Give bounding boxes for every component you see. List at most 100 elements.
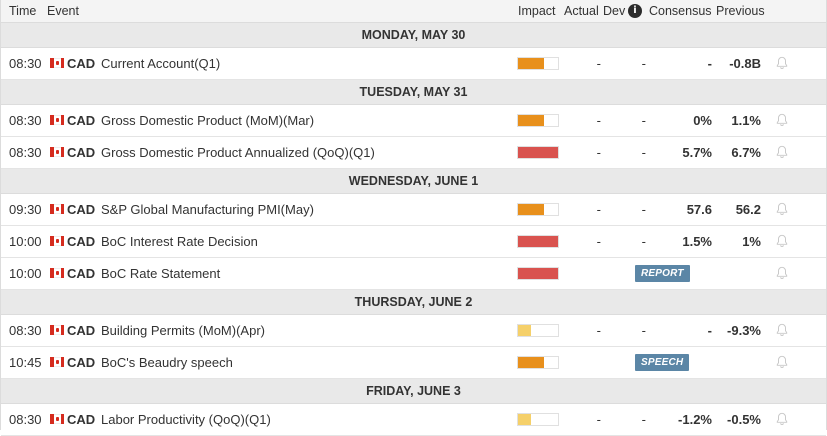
event-time: 10:00 xyxy=(9,234,42,249)
previous-value: -0.8B xyxy=(729,56,761,71)
canada-flag-icon xyxy=(50,268,64,278)
event-time: 08:30 xyxy=(9,113,42,128)
previous-value: 1% xyxy=(742,234,761,249)
impact-fill xyxy=(518,325,532,336)
canada-flag-icon xyxy=(50,204,64,214)
impact-fill xyxy=(518,357,545,368)
consensus-value: -1.2% xyxy=(678,412,712,427)
event-currency: CAD xyxy=(67,412,96,427)
event-name[interactable]: BoC Interest Rate Decision xyxy=(101,234,258,249)
event-name[interactable]: Gross Domestic Product (MoM)(Mar) xyxy=(101,113,315,128)
table-row[interactable]: 08:30 CAD Current Account(Q1) - - - -0.8B xyxy=(1,48,826,80)
event-name[interactable]: Gross Domestic Product Annualized (QoQ)(… xyxy=(101,145,375,160)
impact-indicator xyxy=(517,146,559,159)
table-row[interactable]: 10:00 CAD BoC Interest Rate Decision - - 1.5%… xyxy=(1,226,826,258)
day-header: THURSDAY, JUNE 2 xyxy=(1,290,826,315)
header-consensus: Consensus xyxy=(649,4,712,18)
consensus-value: 57.6 xyxy=(686,202,712,217)
impact-indicator xyxy=(517,235,559,248)
event-currency: CAD xyxy=(67,113,96,128)
actual-value: - xyxy=(596,113,601,128)
impact-indicator xyxy=(517,413,559,426)
event-name[interactable]: S&P Global Manufacturing PMI(May) xyxy=(101,202,314,217)
table-row[interactable]: 09:30 CAD S&P Global Manufacturing PMI(May… xyxy=(1,194,826,226)
event-currency: CAD xyxy=(67,266,96,281)
bell-icon[interactable] xyxy=(775,145,789,159)
canada-flag-icon xyxy=(50,58,64,68)
canada-flag-icon xyxy=(50,357,64,367)
calendar-body: MONDAY, MAY 30 08:30 CAD Current Account(Q1… xyxy=(1,23,826,436)
event-time: 08:30 xyxy=(9,323,42,338)
canada-flag-icon xyxy=(50,325,64,335)
actual-value: - xyxy=(596,145,601,160)
previous-value: -9.3% xyxy=(727,323,761,338)
table-row[interactable]: 08:30 CAD Gross Domestic Product (MoM)(Mar… xyxy=(1,105,826,137)
event-currency: CAD xyxy=(67,234,96,249)
bell-icon[interactable] xyxy=(775,412,789,426)
impact-indicator xyxy=(517,324,559,337)
deviation-value: - xyxy=(641,234,646,249)
consensus-value: - xyxy=(707,56,712,71)
impact-indicator xyxy=(517,114,559,127)
impact-fill xyxy=(518,204,545,215)
event-currency: CAD xyxy=(67,202,96,217)
event-time: 08:30 xyxy=(9,145,42,160)
canada-flag-icon xyxy=(50,414,64,424)
header-dev: Dev xyxy=(603,4,626,18)
event-time: 08:30 xyxy=(9,56,42,71)
deviation-value: - xyxy=(641,56,646,71)
header-time: Time xyxy=(9,4,37,18)
header-previous: Previous xyxy=(716,4,765,18)
impact-indicator xyxy=(517,267,559,280)
table-header: Time Event Impact Actual Dev i Consensus… xyxy=(1,0,826,23)
header-event: Event xyxy=(47,4,79,18)
bell-icon[interactable] xyxy=(775,355,789,369)
bell-icon[interactable] xyxy=(775,323,789,337)
deviation-value: - xyxy=(641,113,646,128)
table-row[interactable]: 10:45 CAD BoC's Beaudry speech SPEECH xyxy=(1,347,826,379)
table-row[interactable]: 10:00 CAD BoC Rate Statement REPORT xyxy=(1,258,826,290)
event-time: 10:00 xyxy=(9,266,42,281)
day-header: WEDNESDAY, JUNE 1 xyxy=(1,169,826,194)
event-tag-badge[interactable]: REPORT xyxy=(635,265,690,282)
event-currency: CAD xyxy=(67,56,96,71)
event-name[interactable]: Current Account(Q1) xyxy=(101,56,221,71)
impact-indicator xyxy=(517,203,559,216)
event-name[interactable]: Building Permits (MoM)(Apr) xyxy=(101,323,265,338)
impact-fill xyxy=(518,236,558,247)
bell-icon[interactable] xyxy=(775,113,789,127)
impact-fill xyxy=(518,268,558,279)
deviation-value: - xyxy=(641,412,646,427)
day-header: FRIDAY, JUNE 3 xyxy=(1,379,826,404)
bell-icon[interactable] xyxy=(775,202,789,216)
day-header: TUESDAY, MAY 31 xyxy=(1,80,826,105)
deviation-value: - xyxy=(641,323,646,338)
event-name[interactable]: BoC's Beaudry speech xyxy=(101,355,233,370)
canada-flag-icon xyxy=(50,115,64,125)
consensus-value: 5.7% xyxy=(682,145,712,160)
previous-value: -0.5% xyxy=(727,412,761,427)
table-row[interactable]: 08:30 CAD Labor Productivity (QoQ)(Q1) - - -1… xyxy=(1,404,826,436)
info-icon[interactable]: i xyxy=(628,4,642,18)
event-time: 09:30 xyxy=(9,202,42,217)
table-row[interactable]: 08:30 CAD Gross Domestic Product Annualize… xyxy=(1,137,826,169)
bell-icon[interactable] xyxy=(775,56,789,70)
bell-icon[interactable] xyxy=(775,266,789,280)
bell-icon[interactable] xyxy=(775,234,789,248)
table-row[interactable]: 08:30 CAD Building Permits (MoM)(Apr) - - - -9… xyxy=(1,315,826,347)
impact-fill xyxy=(518,58,545,69)
impact-indicator xyxy=(517,57,559,70)
header-actual: Actual xyxy=(564,4,599,18)
event-name[interactable]: Labor Productivity (QoQ)(Q1) xyxy=(101,412,271,427)
consensus-value: 1.5% xyxy=(682,234,712,249)
impact-fill xyxy=(518,115,545,126)
consensus-value: - xyxy=(707,323,712,338)
event-name[interactable]: BoC Rate Statement xyxy=(101,266,221,281)
consensus-value: 0% xyxy=(693,113,712,128)
event-currency: CAD xyxy=(67,145,96,160)
actual-value: - xyxy=(596,202,601,217)
event-tag-badge[interactable]: SPEECH xyxy=(635,354,690,371)
day-header: MONDAY, MAY 30 xyxy=(1,23,826,48)
actual-value: - xyxy=(596,234,601,249)
